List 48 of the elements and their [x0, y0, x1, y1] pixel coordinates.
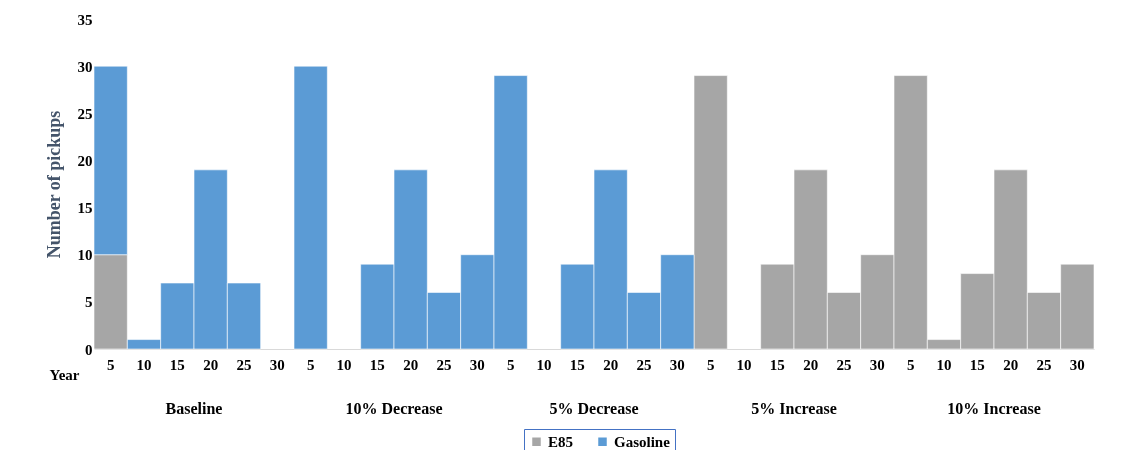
text: 5% Decrease: [549, 400, 639, 417]
y-axis-title: Number of pickups: [43, 110, 64, 259]
x-tick-label: 10: [536, 356, 552, 373]
x-tick-label: 30: [269, 356, 285, 373]
x-tick-label: 30: [669, 356, 685, 373]
x-tick-label: 10: [136, 356, 152, 373]
y-tick-label: 25: [77, 105, 93, 122]
text: Baseline: [165, 400, 223, 417]
y-tick-label: 15: [77, 200, 93, 217]
x-tick-label: 25: [836, 356, 852, 373]
y-tick-label: 5: [85, 294, 93, 311]
y-tick-label: 20: [77, 152, 93, 169]
x-tick-label: 15: [369, 356, 385, 373]
x-tick-label: 15: [569, 356, 585, 373]
x-tick-label: 20: [203, 356, 219, 373]
legend-label: Gasoline: [614, 433, 671, 450]
x-tick-label: 20: [1003, 356, 1019, 373]
y-tick-label: 30: [77, 58, 93, 75]
x-tick-label: 10: [336, 356, 352, 373]
bar: [293, 65, 328, 350]
text: 5% Increase: [751, 400, 837, 417]
x-tick-label: 25: [636, 356, 652, 373]
x-tick-label: 5: [106, 356, 115, 373]
x-axis-title: Year: [49, 366, 80, 383]
x-tick-label: 10: [736, 356, 752, 373]
x-tick-label: 25: [436, 356, 452, 373]
text: 10% Increase: [947, 400, 1041, 417]
x-tick-label: 5: [906, 356, 915, 373]
x-tick-label: 20: [403, 356, 419, 373]
x-tick-label: 15: [969, 356, 985, 373]
x-tick-label: 15: [169, 356, 185, 373]
text: 10% Decrease: [345, 400, 443, 417]
y-tick-label: 10: [77, 247, 93, 264]
x-tick-label: 15: [769, 356, 785, 373]
x-tick-label: 5: [506, 356, 515, 373]
x-tick-label: 25: [1036, 356, 1052, 373]
x-tick-label: 25: [236, 356, 252, 373]
x-tick-label: 30: [469, 356, 485, 373]
y-tick-label: 0: [85, 341, 93, 358]
x-tick-label: 20: [603, 356, 619, 373]
y-tick-label: 35: [77, 11, 93, 28]
legend-label: E85: [548, 433, 574, 450]
x-tick-label: 30: [1069, 356, 1085, 373]
x-tick-label: 5: [706, 356, 715, 373]
x-tick-label: 5: [306, 356, 315, 373]
x-tick-label: 30: [869, 356, 885, 373]
x-tick-label: 10: [936, 356, 952, 373]
x-tick-label: 20: [803, 356, 819, 373]
